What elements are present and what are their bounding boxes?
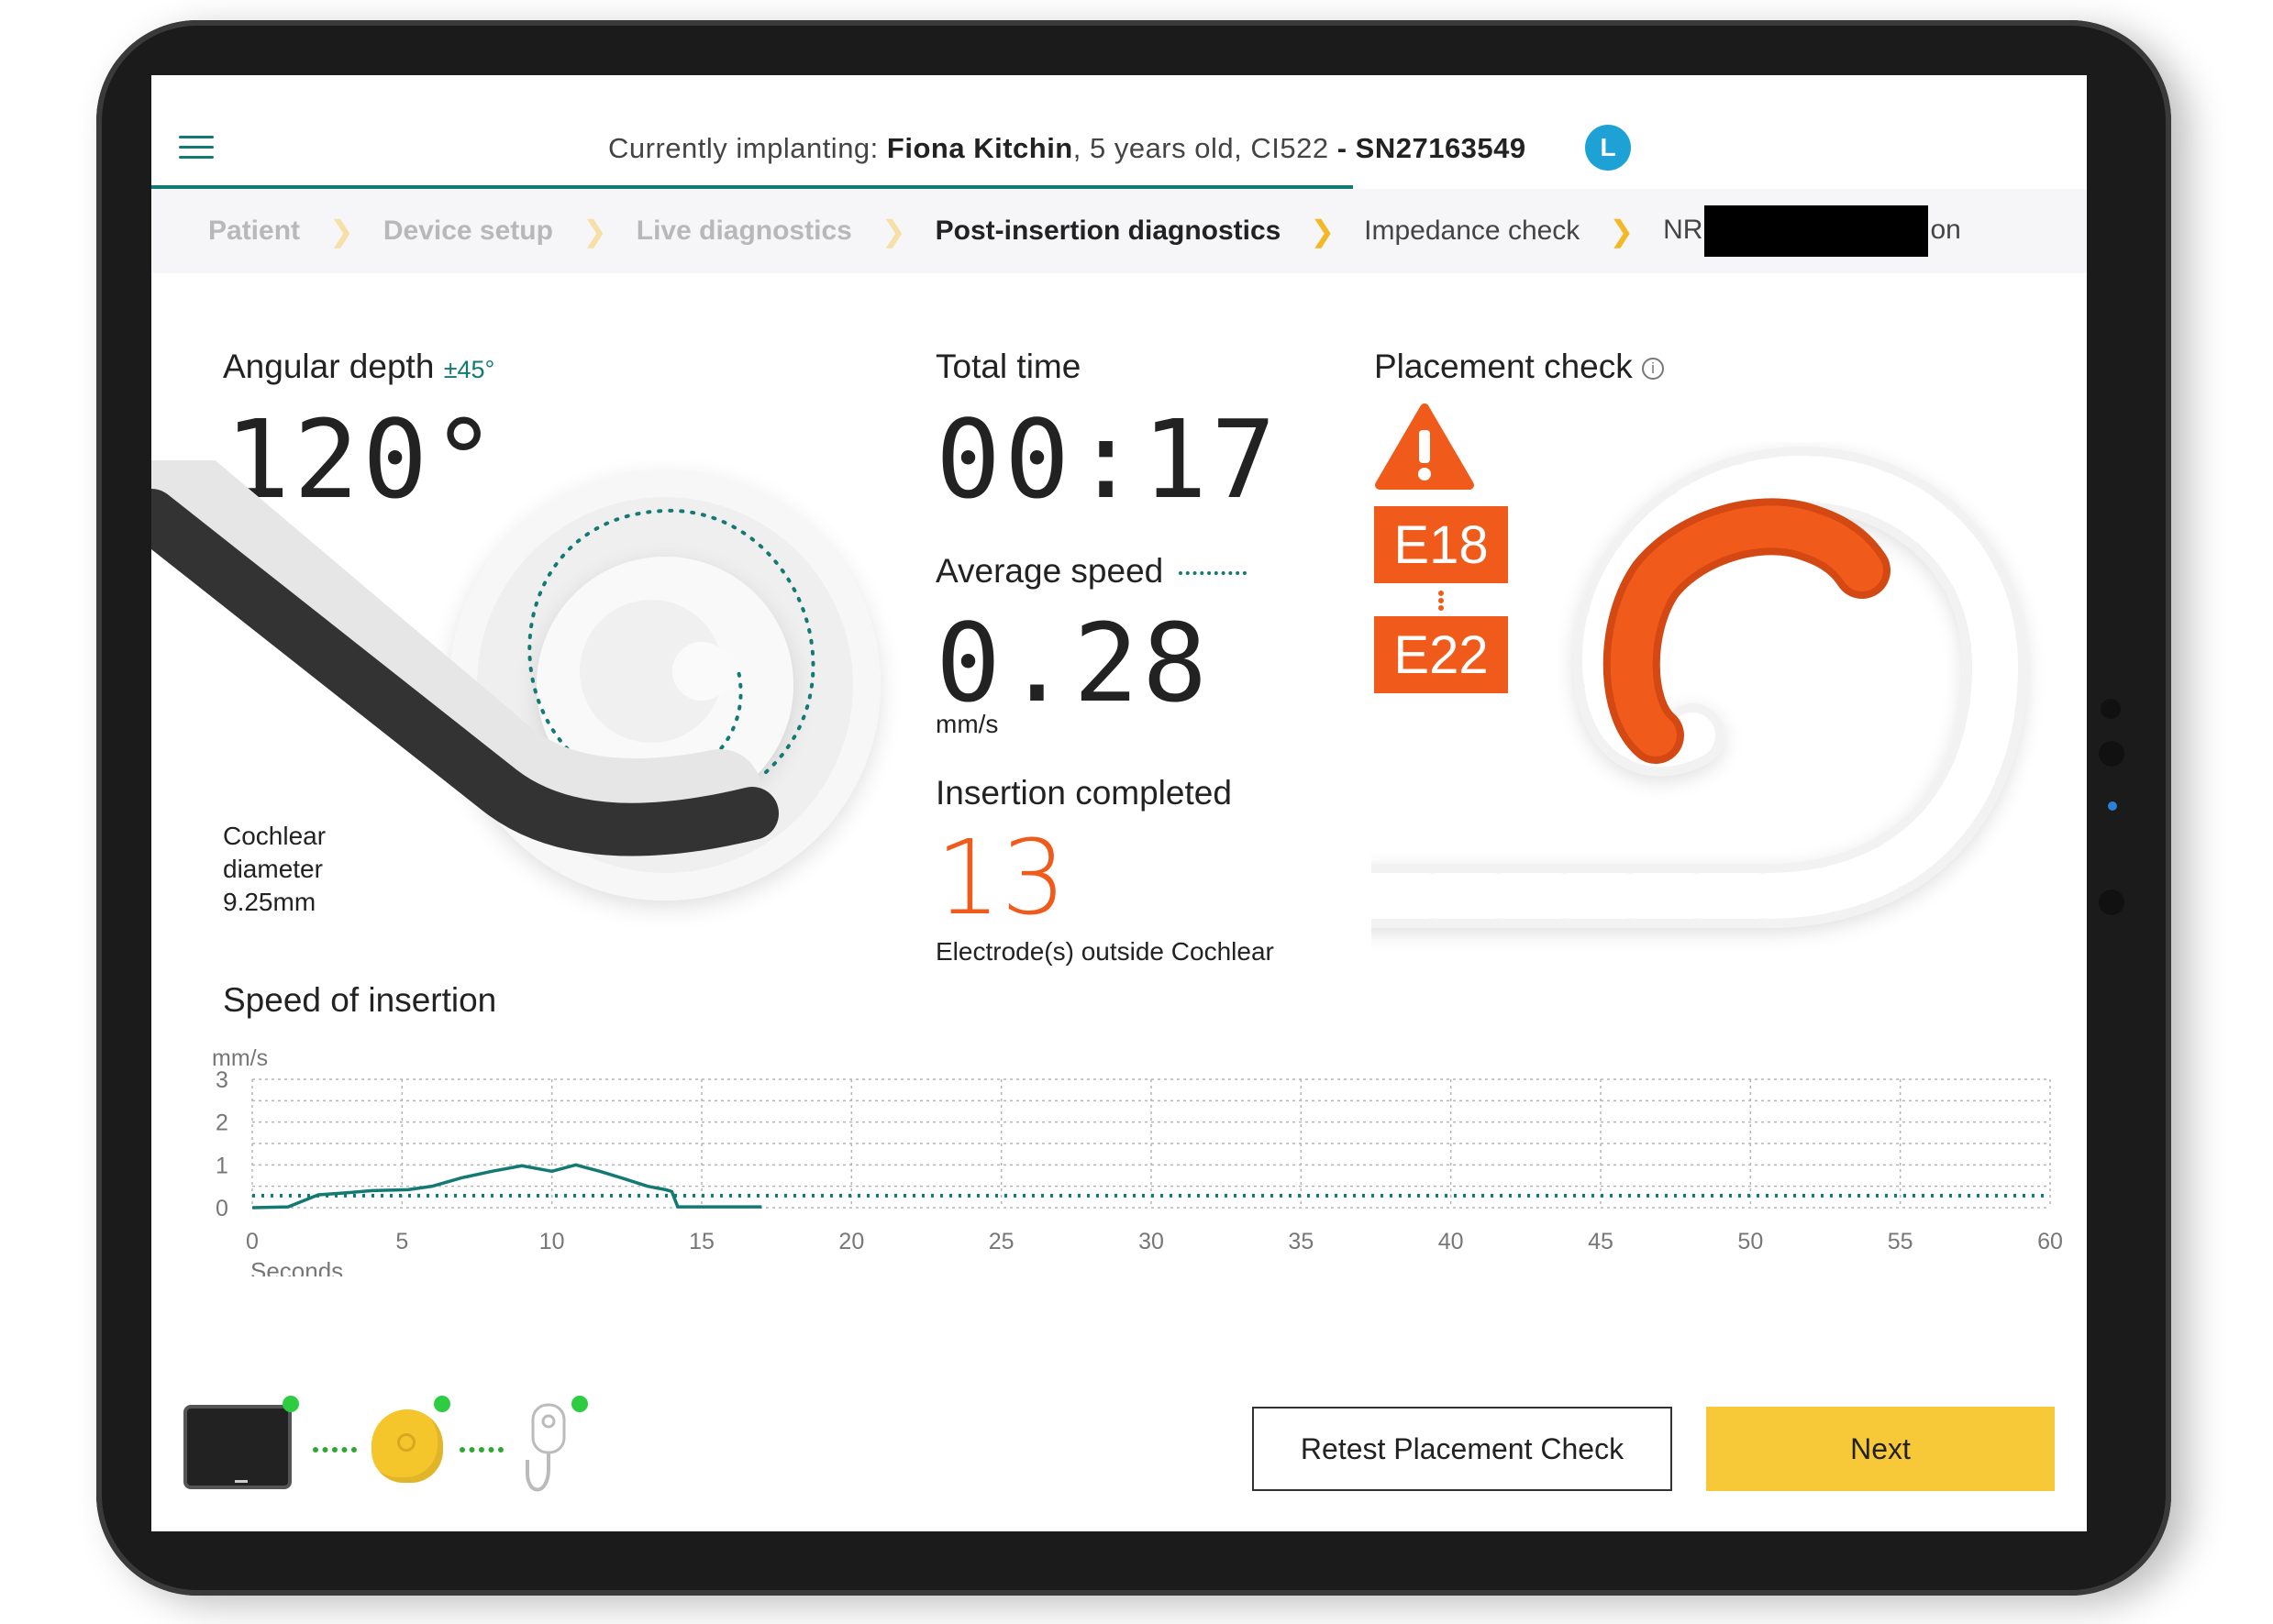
serial-number: - SN27163549 bbox=[1336, 132, 1526, 164]
cochlear-diameter: Cochlear diameter 9.25mm bbox=[223, 822, 327, 916]
x-tick-label: 10 bbox=[539, 1229, 565, 1254]
x-tick-label: 60 bbox=[2037, 1229, 2063, 1254]
average-speed-value: 0.28 bbox=[936, 600, 1212, 726]
average-speed-unit: mm/s bbox=[936, 710, 999, 738]
app-screen: Currently implanting: Fiona Kitchin, 5 y… bbox=[151, 75, 2087, 1531]
camera-dot bbox=[2101, 699, 2121, 719]
status-dot-green bbox=[434, 1396, 450, 1412]
total-time-value: 00:17 bbox=[936, 396, 1281, 523]
x-tick-label: 0 bbox=[246, 1229, 259, 1254]
status-dot-green bbox=[283, 1396, 299, 1412]
patient-name: Fiona Kitchin bbox=[886, 132, 1073, 164]
chevron-right-icon: ❯ bbox=[582, 215, 607, 248]
retest-placement-check-button[interactable]: Retest Placement Check bbox=[1252, 1407, 1672, 1491]
x-tick-label: 40 bbox=[1438, 1229, 1464, 1254]
progress-line bbox=[151, 185, 1353, 189]
side-button bbox=[2099, 889, 2124, 915]
speed-series-line bbox=[251, 1163, 762, 1210]
app-header: Currently implanting: Fiona Kitchin, 5 y… bbox=[151, 75, 2087, 185]
x-tick-label: 35 bbox=[1288, 1229, 1314, 1254]
x-tick-label: 25 bbox=[989, 1229, 1015, 1254]
crumb-live-diagnostics[interactable]: Live diagnostics bbox=[636, 215, 852, 246]
x-axis-label: Seconds bbox=[250, 1257, 343, 1276]
x-tick-label: 30 bbox=[1138, 1229, 1164, 1254]
x-tick-label: 5 bbox=[395, 1229, 408, 1254]
device-model: CI522 bbox=[1250, 132, 1329, 164]
chevron-right-icon: ❯ bbox=[881, 215, 906, 248]
chevron-right-icon: ❯ bbox=[329, 215, 354, 248]
next-button[interactable]: Next bbox=[1706, 1407, 2055, 1491]
crumb-impedance-check[interactable]: Impedance check bbox=[1364, 215, 1580, 246]
x-tick-label: 15 bbox=[689, 1229, 715, 1254]
x-tick-label: 45 bbox=[1588, 1229, 1613, 1254]
x-tick-label: 55 bbox=[1888, 1229, 1913, 1254]
average-line-legend bbox=[1178, 571, 1247, 576]
y-axis-label: mm/s bbox=[212, 1045, 268, 1071]
crumb-patient[interactable]: Patient bbox=[208, 215, 301, 246]
ear-side-badge: L bbox=[1585, 125, 1631, 171]
connection-link bbox=[313, 1447, 357, 1453]
electrode-placement-diagram bbox=[1371, 446, 2028, 928]
crumb-nrt[interactable]: NR on bbox=[1663, 205, 1961, 257]
warning-icon bbox=[1375, 403, 1474, 490]
angular-depth-title: Angular depth ±45° bbox=[223, 348, 495, 385]
insertion-completed-title: Insertion completed bbox=[936, 774, 1232, 812]
error-code-badge: E18 bbox=[1374, 506, 1508, 583]
info-icon[interactable]: i bbox=[1642, 358, 1665, 381]
angular-depth-value: 120° bbox=[225, 396, 501, 523]
chevron-right-icon: ❯ bbox=[1609, 215, 1635, 248]
status-dot-green bbox=[571, 1396, 588, 1412]
hamburger-menu-icon[interactable] bbox=[179, 136, 214, 161]
processor-device-icon bbox=[183, 1405, 292, 1489]
electrodes-outside-note: Electrode(s) outside Cochlear bbox=[936, 937, 1274, 966]
placement-check-title: Placement check i bbox=[1374, 348, 1665, 386]
chevron-right-icon: ❯ bbox=[1310, 215, 1336, 248]
redaction-bar bbox=[1704, 205, 1929, 257]
crumb-device-setup[interactable]: Device setup bbox=[383, 215, 553, 246]
y-tick-label: 3 bbox=[216, 1067, 228, 1093]
y-tick-label: 0 bbox=[216, 1196, 228, 1221]
implant-device-icon bbox=[525, 1403, 566, 1492]
x-tick-label: 50 bbox=[1737, 1229, 1763, 1254]
insertion-completed-value: 13 bbox=[936, 819, 1067, 938]
coil-device-icon bbox=[371, 1409, 443, 1483]
indicator-light bbox=[2108, 801, 2117, 811]
error-code-badge: E22 bbox=[1374, 616, 1508, 693]
average-speed-title: Average speed bbox=[936, 552, 1247, 591]
angular-tolerance: ±45° bbox=[443, 356, 495, 383]
y-tick-label: 2 bbox=[216, 1110, 228, 1136]
crumb-post-insertion-diagnostics[interactable]: Post-insertion diagnostics bbox=[935, 215, 1281, 246]
total-time-title: Total time bbox=[936, 348, 1081, 385]
connection-link bbox=[460, 1447, 504, 1453]
y-tick-label: 1 bbox=[216, 1153, 228, 1178]
x-tick-label: 20 bbox=[838, 1229, 864, 1254]
speed-of-insertion-title: Speed of insertion bbox=[223, 981, 497, 1019]
cochlea-depth-diagram bbox=[151, 460, 881, 900]
implant-status: Currently implanting: Fiona Kitchin, 5 y… bbox=[608, 132, 1526, 164]
side-button bbox=[2099, 741, 2124, 767]
breadcrumb: Patient ❯ Device setup ❯ Live diagnostic… bbox=[151, 189, 2087, 273]
error-range-connector bbox=[1438, 591, 1444, 611]
